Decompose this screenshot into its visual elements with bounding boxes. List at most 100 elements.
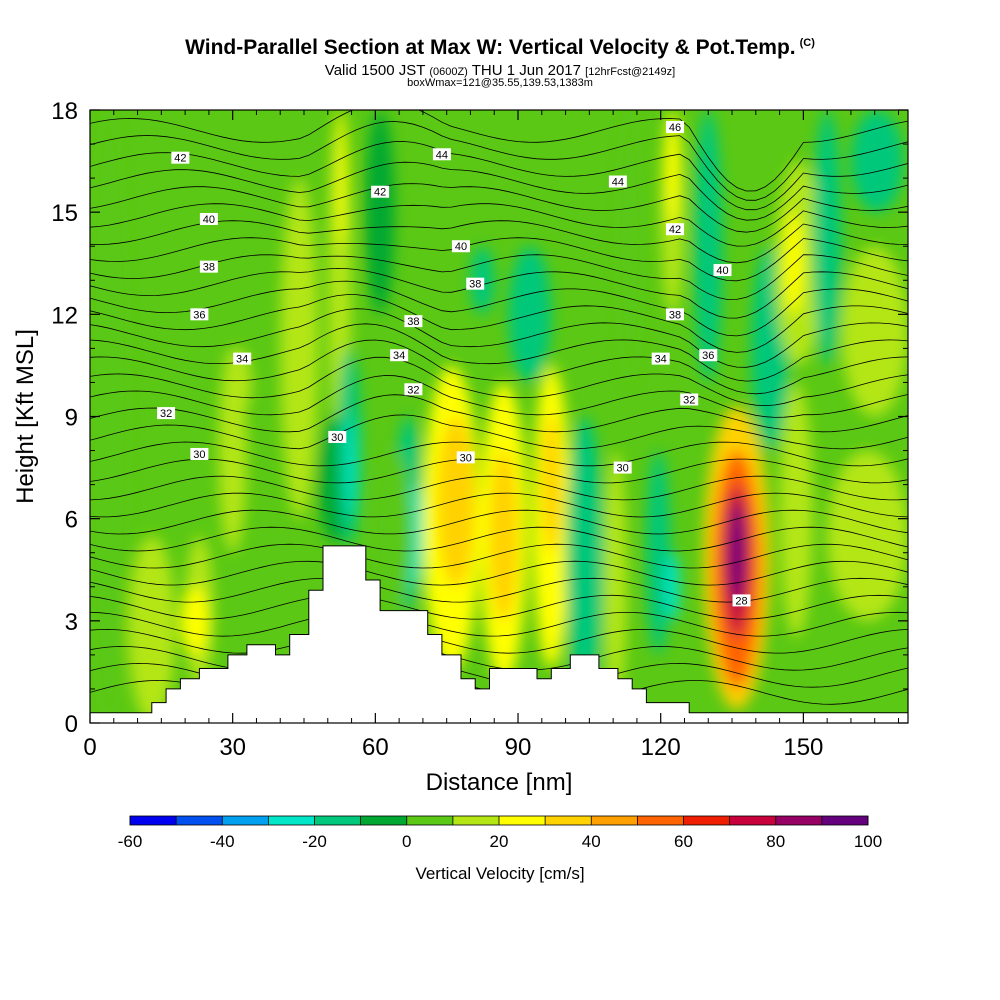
valid-prefix: Valid 1500 JST [324,62,426,79]
colorbar-segment [222,816,269,825]
theta-contour-line [90,254,908,300]
contour-label-box [432,148,451,161]
contour-label: 46 [669,122,681,134]
colorbar-tick-label: 0 [402,832,411,851]
velocity-cell [850,110,904,213]
x-tick-label: 150 [783,734,823,761]
contour-label: 42 [374,187,386,199]
contour-label-box [732,594,751,607]
colorbar-segment [452,816,499,825]
theta-contour-line [90,594,908,620]
contour-label-box [713,264,732,277]
y-tick-label: 18 [51,98,78,125]
theta-contour-line [90,441,908,467]
valid-date: THU 1 Jun 2017 [471,62,581,79]
theta-contour-line [90,161,908,221]
y-axis-label: Height [Kft MSL] [12,329,39,504]
contour-label: 42 [174,153,186,165]
theta-contour-line [90,394,908,433]
contour-label: 28 [735,595,747,607]
theta-contour-line [90,577,908,603]
y-tick-label: 12 [51,302,78,329]
contour-label: 30 [460,452,472,464]
y-tick-label: 15 [51,200,78,227]
x-tick-label: 30 [219,734,246,761]
contour-label-box [199,260,218,273]
theta-contour-line [90,375,908,418]
colorbar-segment [545,816,592,825]
terrain [89,545,909,724]
theta-contour-line [90,526,908,552]
velocity-cell [841,246,908,417]
colorbar-segment [683,816,730,825]
colorbar-segment [360,816,407,825]
contour-label-box [199,212,218,225]
chart-title: Wind-Parallel Section at Max W: Vertical… [0,36,1000,60]
colorbar-segment [406,816,453,825]
contour-label: 38 [669,309,681,321]
colorbar-segment [314,816,361,825]
contour-label: 32 [160,408,172,420]
contour-label: 34 [655,354,667,366]
x-axis-label: Distance [nm] [426,769,573,796]
colorbar-segment [775,816,822,825]
velocity-cell [541,416,561,553]
theta-contour-line [90,280,908,337]
contour-label: 40 [203,214,215,226]
contour-label-box [680,393,699,406]
theta-contours [90,110,908,705]
theta-contour-line [90,110,908,192]
contour-label: 44 [612,177,624,189]
contour-labels: 46 44 44 42 42 42 40 40 40 38 38 38 38 36 36 34 34 34 32 32… [157,121,751,607]
contour-label: 44 [436,149,448,161]
velocity-cell [646,450,671,655]
velocity-field [90,110,908,723]
theta-contour-line [90,543,908,569]
colorbar-segment [176,816,223,825]
velocity-cell [508,246,552,383]
velocity-cell [812,110,842,366]
chart-title-text: Wind-Parallel Section at Max W: Vertical… [185,36,796,59]
colorbar: -60 -40 -20 0 20 40 60 80 100 [118,815,882,851]
colorbar-tick-label: -60 [118,832,143,851]
contour-label: 38 [469,279,481,291]
contour-label-box [233,352,252,365]
contour-label: 36 [193,309,205,321]
velocity-cell [729,501,744,604]
contour-label: 30 [617,463,629,475]
contour-label-box [404,315,423,328]
velocity-cell [617,110,642,383]
colorbar-segment [130,816,177,825]
colorbar-tick-label: -20 [302,832,327,851]
contour-label-box [390,349,409,362]
y-tick-label: 6 [65,507,78,534]
x-tick-label: 90 [505,734,532,761]
colorbar-segment [729,816,776,825]
theta-contour-line [90,267,908,319]
contour-label-box [665,223,684,236]
contour-label: 38 [407,316,419,328]
copyright-mark: (C) [799,37,815,49]
theta-contour-line [90,356,908,407]
contour-label: 40 [716,265,728,277]
theta-contour-line [90,475,908,501]
colorbar-segment [499,816,546,825]
colorbar-tick-label: -40 [210,832,235,851]
theta-contour-line [90,492,908,518]
contour-label-box [665,121,684,134]
velocity-cell [337,110,347,247]
y-tick-label: 9 [65,405,78,432]
contour-label-box [613,461,632,474]
theta-contour-line [90,237,908,282]
colorbar-tick-label: 100 [854,832,882,851]
theta-contour-line [90,645,908,671]
contour-label: 40 [455,241,467,253]
theta-contour-line [90,628,908,654]
colorbar-segment [268,816,315,825]
forecast-info: [12hrFcst@2149z] [585,66,676,78]
valid-time-line: Valid 1500 JST (0600Z) THU 1 Jun 2017 [1… [0,62,1000,79]
colorbar-tick-label: 20 [490,832,509,851]
theta-contour-line [90,611,908,637]
